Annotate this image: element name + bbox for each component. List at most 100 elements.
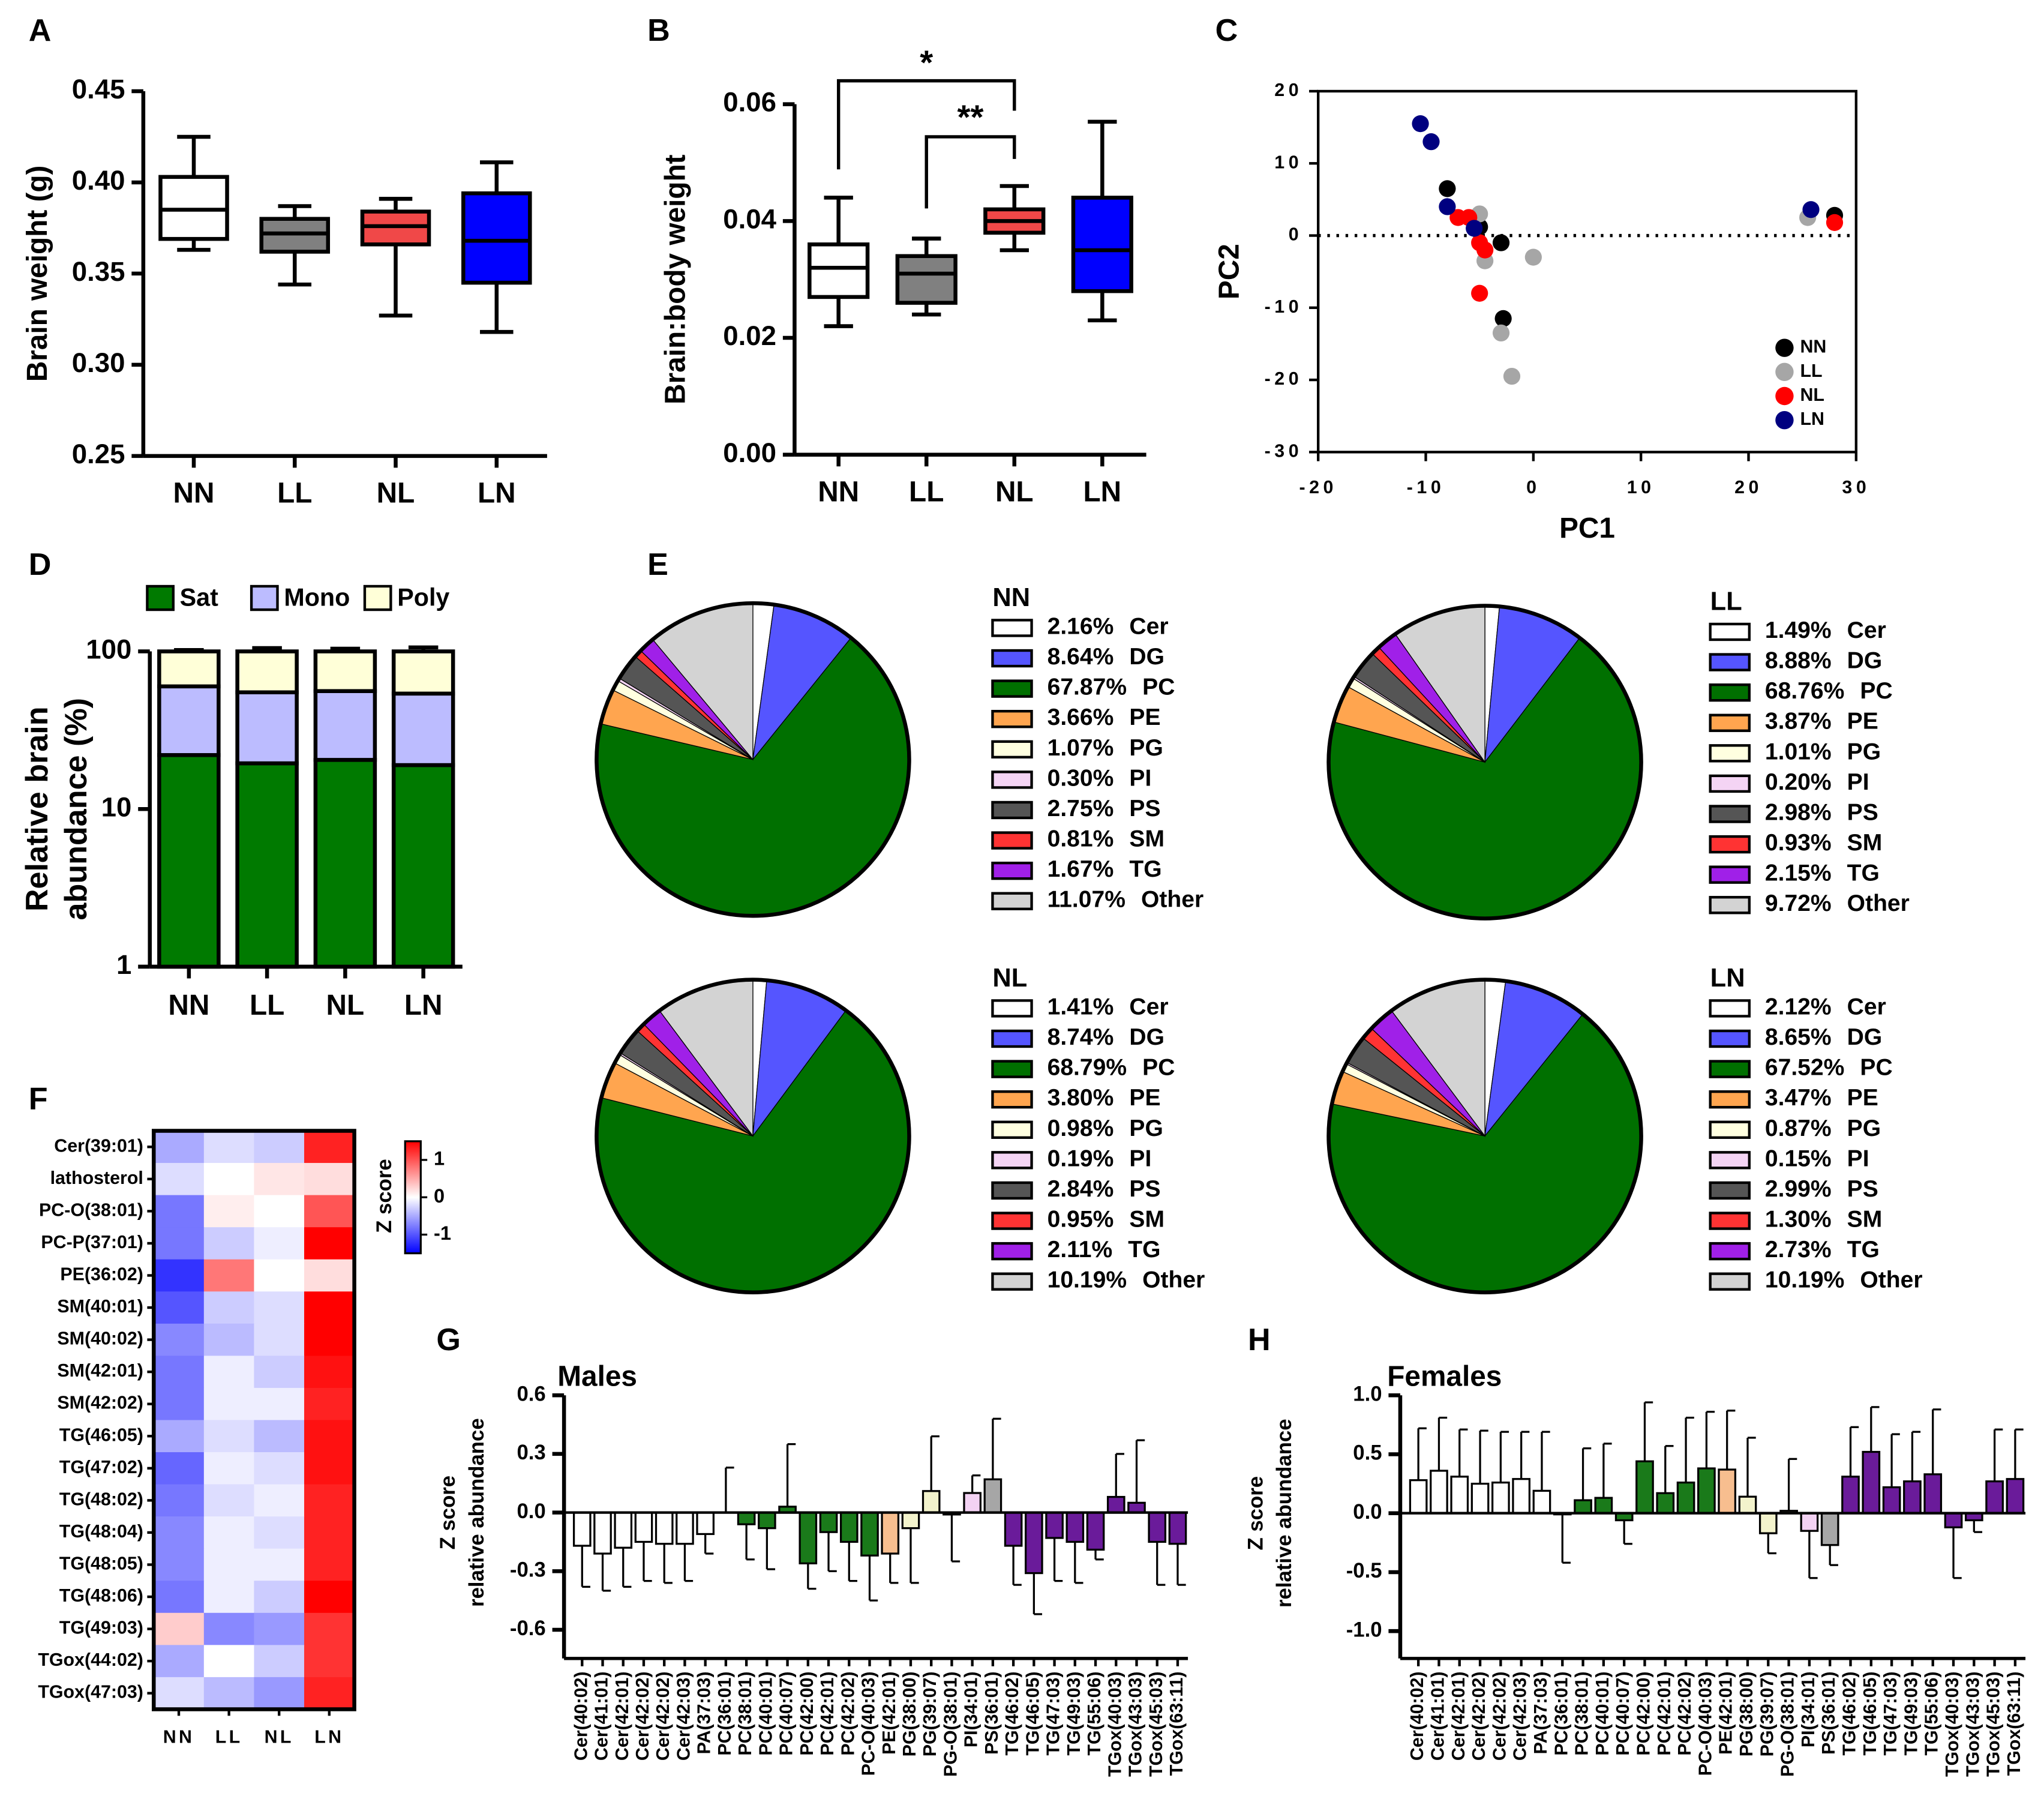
point: [1476, 241, 1494, 259]
x-tick-label: 10: [1627, 477, 1655, 497]
legend-label: LN: [1800, 409, 1824, 429]
legend-swatch: [991, 1242, 1033, 1261]
heat-cell: [203, 1548, 255, 1581]
legend-swatch: [1709, 1151, 1751, 1170]
legend-marker: [1775, 362, 1794, 382]
column-label: LN: [314, 1726, 344, 1747]
legend-swatch: [1709, 1120, 1751, 1139]
legend-entry: 10.19% Other: [1047, 1267, 1205, 1293]
bar-segment: [157, 649, 221, 689]
legend-swatch: [991, 831, 1033, 850]
x-tick-label: PG-O(38:01): [1778, 1671, 1798, 1777]
legend-swatch: [991, 1120, 1033, 1139]
x-tick-label: -10: [1407, 477, 1445, 497]
bar-segment: [235, 761, 299, 969]
panel-letter: C: [1215, 13, 1238, 48]
legend-value: 1.01%: [1765, 739, 1832, 765]
legend-entry: 10.19% Other: [1765, 1267, 1923, 1293]
heat-frame: [151, 1129, 356, 1711]
legend-swatch: [1709, 622, 1751, 641]
x-tick-label: 20: [1734, 477, 1763, 497]
x-tick-label: Cer(42:01): [612, 1671, 632, 1761]
heat-cell: [203, 1516, 255, 1549]
heat-cell: [254, 1195, 305, 1228]
bar-segment: [235, 649, 299, 695]
legend-entry: 2.98% PS: [1765, 800, 1878, 826]
pie-outline: [595, 978, 911, 1294]
x-tick-label: PC-O(40:03): [859, 1671, 879, 1776]
y-tick-label: 0.35: [72, 256, 125, 287]
legend-category: PE: [1129, 1086, 1160, 1111]
legend-swatch: [1709, 653, 1751, 671]
x-tick-label: PC(42:01): [817, 1671, 838, 1755]
row-label: TG(48:05): [59, 1553, 143, 1573]
legend-swatch: [991, 1151, 1033, 1170]
x-tick-label: Cer(40:02): [571, 1671, 591, 1761]
bar: [1676, 1481, 1695, 1515]
bar: [1923, 1473, 1943, 1515]
legend-swatch: [991, 649, 1033, 668]
legend-value: 10.19%: [1765, 1267, 1845, 1293]
legend-entry: 67.87% PC: [1047, 674, 1175, 700]
bar: [1512, 1478, 1531, 1515]
legend-entry: 68.79% PC: [1047, 1055, 1175, 1081]
bar: [1065, 1511, 1085, 1543]
heat-cell: [304, 1227, 355, 1260]
bar: [1470, 1482, 1490, 1515]
bar: [1168, 1511, 1187, 1545]
panel-letter: F: [29, 1081, 48, 1116]
heat-cell: [203, 1452, 255, 1485]
legend-label: Mono: [284, 584, 350, 611]
heat-cell: [304, 1291, 355, 1324]
heat-cell: [154, 1356, 205, 1389]
row-label: TGox(47:03): [38, 1682, 143, 1702]
legend-value: 0.20%: [1765, 769, 1832, 795]
legend-swatch: [991, 1060, 1033, 1078]
x-tick-label: LL: [909, 476, 944, 508]
legend-category: Other: [1860, 1267, 1922, 1293]
row-label: PC-O(38:01): [39, 1200, 143, 1220]
heat-cell: [203, 1291, 255, 1324]
bar: [1903, 1480, 1922, 1515]
chart-title: Males: [557, 1361, 637, 1393]
y-tick-label: 0.3: [517, 1441, 545, 1464]
heat-cell: [203, 1387, 255, 1421]
bar: [922, 1490, 941, 1514]
column-label: LL: [215, 1726, 243, 1747]
bar: [983, 1478, 1003, 1514]
y-tick-label: 0: [1289, 224, 1302, 245]
y-tick-label: 1: [116, 949, 131, 980]
legend-entry: 8.74% DG: [1047, 1024, 1164, 1050]
bar: [860, 1511, 879, 1557]
x-tick-label: Cer(42:02): [1489, 1671, 1509, 1761]
x-tick-label: Cer(42:02): [653, 1671, 673, 1761]
heat-cell: [203, 1131, 255, 1164]
x-tick-label: TGox(45:03): [1146, 1671, 1166, 1777]
legend-label: Sat: [180, 584, 218, 611]
bar: [1758, 1512, 1778, 1534]
bar: [819, 1511, 838, 1533]
legend-entry: 0.20% PI: [1765, 769, 1869, 795]
bar-segment: [313, 649, 377, 693]
y-tick-label: -0.5: [1346, 1560, 1382, 1582]
plot-frame: [1317, 89, 1858, 454]
legend-entry: 9.72% Other: [1765, 891, 1910, 917]
colorbar-tick-label: -1: [434, 1222, 451, 1244]
x-tick-label: Cer(41:01): [1427, 1671, 1448, 1761]
chart-title: Females: [1387, 1361, 1502, 1393]
box: [461, 191, 532, 285]
bar-segment: [391, 649, 455, 696]
heat-cell: [254, 1420, 305, 1453]
legend-category: Cer: [1847, 994, 1886, 1020]
row-label: TG(48:04): [59, 1521, 143, 1542]
legend-entry: 1.41% Cer: [1047, 994, 1169, 1020]
legend-value: 8.64%: [1047, 644, 1114, 670]
legend-entry: 0.98% PG: [1047, 1116, 1163, 1141]
point: [1494, 310, 1512, 327]
point: [1422, 133, 1440, 151]
legend-value: 3.80%: [1047, 1086, 1114, 1111]
legend-label: NL: [1800, 385, 1824, 405]
heat-cell: [154, 1323, 205, 1357]
bar: [593, 1511, 612, 1555]
legend-entry: 2.15% TG: [1765, 860, 1880, 886]
